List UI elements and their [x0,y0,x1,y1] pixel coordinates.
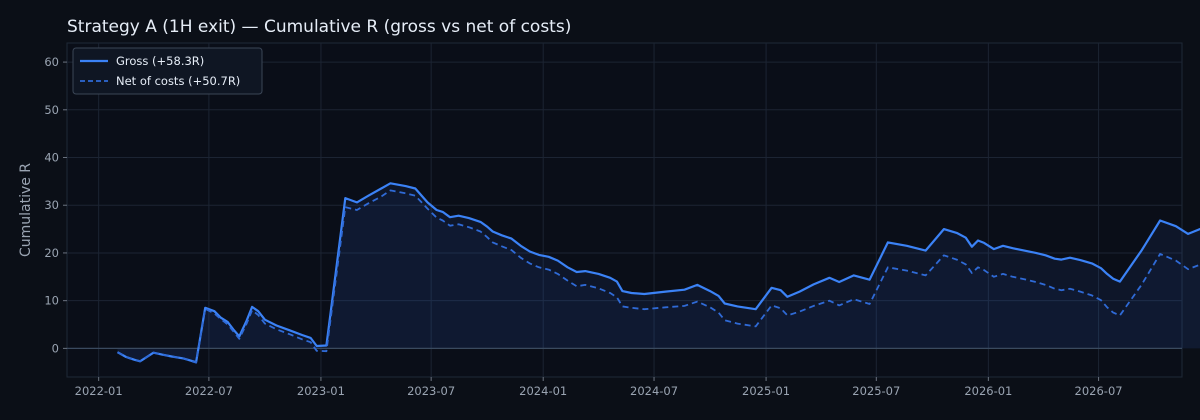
legend-label-net: Net of costs (+50.7R) [116,74,240,88]
legend-box [72,47,263,95]
y-tick-label: 30 [44,198,59,212]
x-tick-label: 2024-01 [519,384,567,398]
grid-lines [67,43,1182,377]
legend-label-gross: Gross (+58.3R) [116,54,204,68]
series-lines [116,182,1200,364]
net-series-line [117,189,1200,364]
x-tick-label: 2024-07 [630,384,678,398]
x-tick-label: 2022-07 [185,384,233,398]
area-fills [117,183,1200,363]
x-tick-label: 2025-01 [742,384,790,398]
y-axis-ticks: 0 10 20 30 40 50 60 [44,55,67,355]
x-tick-label: 2023-01 [297,384,345,398]
x-tick-label: 2025-07 [852,384,900,398]
y-tick-label: 20 [44,246,59,260]
x-tick-label: 2022-01 [75,384,123,398]
chart-title: Strategy A (1H exit) — Cumulative R (gro… [67,17,571,37]
y-tick-label: 0 [52,341,59,355]
series-area-0 [117,183,1200,363]
x-tick-label: 2026-07 [1075,384,1123,398]
y-axis-label: Cumulative R [18,163,34,257]
gross-series-line [116,182,1200,364]
x-axis-ticks: 2022-01 2022-07 2023-01 2023-07 2024-01 2024-… [75,377,1123,398]
y-tick-label: 10 [44,294,59,308]
x-tick-label: 2026-01 [964,384,1012,398]
y-tick-label: 60 [44,55,59,69]
y-tick-label: 50 [44,103,59,117]
series-area-1 [117,190,1200,363]
x-tick-label: 2023-07 [407,384,455,398]
plot-area [66,42,1183,378]
y-tick-label: 40 [44,151,59,165]
legend: Gross (+58.3R) Net of costs (+50.7R) [72,47,263,95]
